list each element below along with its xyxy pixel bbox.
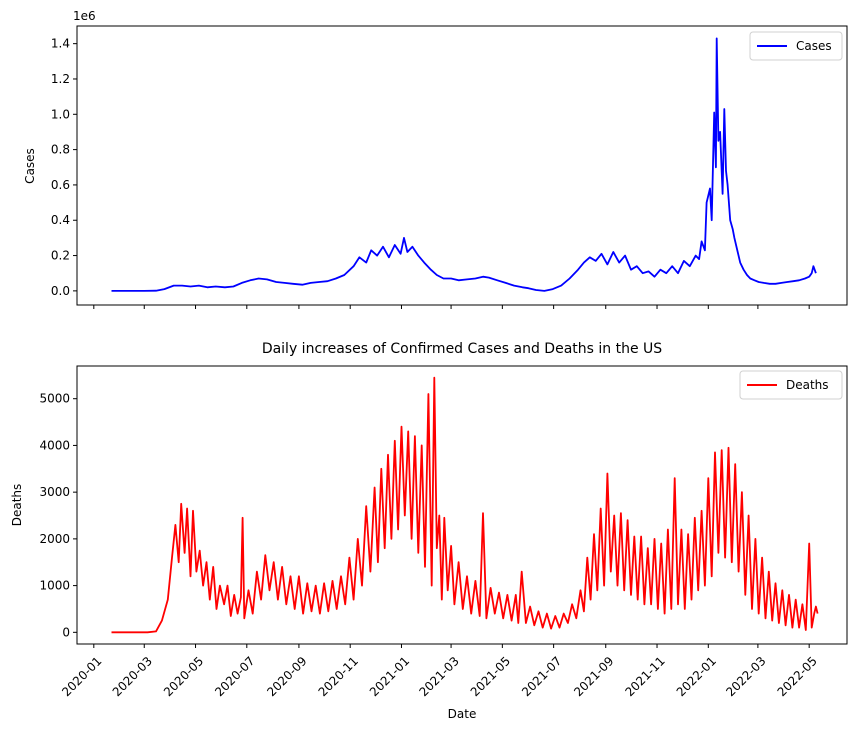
deaths-y-tick-label: 0 <box>62 625 70 639</box>
deaths-plot-area <box>111 376 819 634</box>
deaths-y-tick-label: 5000 <box>39 392 70 406</box>
cases-y-tick-label: 1.0 <box>51 107 70 121</box>
deaths-series-line-0 <box>111 376 819 634</box>
cases-y-tick-label: 0.6 <box>51 178 70 192</box>
deaths-y-axis-label: Deaths <box>10 484 24 527</box>
deaths-axes-frame <box>76 365 848 645</box>
cases-y-tick-label: 1.2 <box>51 72 70 86</box>
deaths-y-tick-label: 2000 <box>39 532 70 546</box>
cases-subplot: 0.0 0.2 0.4 0.6 0.8 1.0 1.2 1.4 1e6 Cases Cases <box>23 9 848 309</box>
cases-legend-label: Cases <box>796 39 832 53</box>
cases-y-axis-label: Cases <box>23 148 37 184</box>
deaths-x-axis-label: Date <box>448 707 477 721</box>
deaths-legend-label: Deaths <box>786 378 829 392</box>
cases-y-tick-label: 0.8 <box>51 143 70 157</box>
deaths-y-tick-label: 1000 <box>39 579 70 593</box>
cases-legend-box <box>749 31 843 61</box>
cases-y-ticks: 0.0 0.2 0.4 0.6 0.8 1.0 1.2 1.4 <box>51 37 77 298</box>
cases-y-tick-label: 1.4 <box>51 37 70 51</box>
cases-axes-frame <box>76 25 848 306</box>
cases-y-tick-label: 0.4 <box>51 213 70 227</box>
cases-legend: Cases <box>749 31 843 61</box>
deaths-y-tick-label: 4000 <box>39 438 70 452</box>
deaths-y-ticks: 0 1000 2000 3000 4000 5000 <box>39 392 77 639</box>
cases-plot-area <box>111 37 817 292</box>
deaths-chart-title: Daily increases of Confirmed Cases and D… <box>262 341 662 357</box>
cases-offset-text: 1e6 <box>73 9 96 23</box>
cases-y-tick-label: 0.2 <box>51 249 70 263</box>
cases-y-tick-label: 0.0 <box>51 284 70 298</box>
deaths-legend: Deaths <box>739 370 843 400</box>
deaths-y-tick-label: 3000 <box>39 485 70 499</box>
cases-series-line-0 <box>111 37 817 292</box>
cases-x-ticks <box>93 305 810 309</box>
deaths-legend-box <box>739 370 843 400</box>
